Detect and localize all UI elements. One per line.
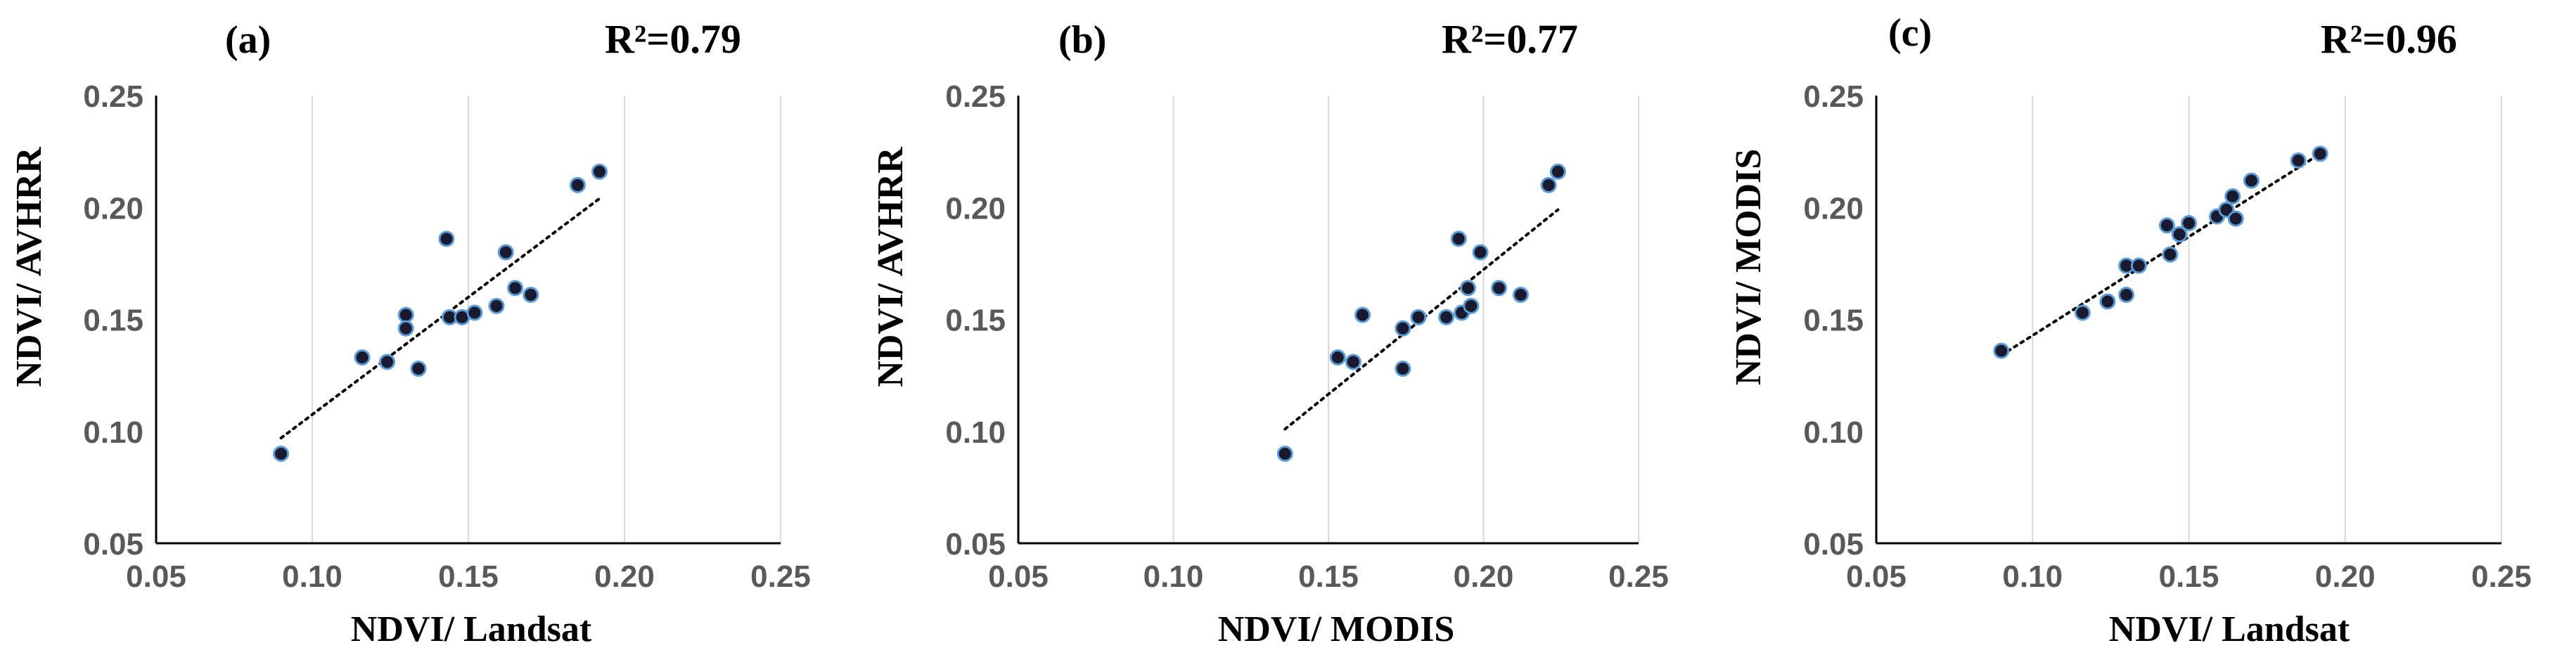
data-point bbox=[1993, 342, 2010, 359]
x-axis-title: NDVI/ MODIS bbox=[1218, 609, 1455, 649]
data-point bbox=[507, 280, 524, 297]
x-tick-label: 0.15 bbox=[2159, 559, 2219, 594]
x-tick-label: 0.05 bbox=[988, 559, 1049, 594]
data-point bbox=[1472, 244, 1489, 261]
plot-area: 0.05 0.10 0.15 0.20 0.25 0.05 0.10 0.15 0.20 0.25 bbox=[945, 79, 1668, 594]
x-tick-label: 0.15 bbox=[1298, 559, 1359, 594]
data-point bbox=[1450, 231, 1467, 247]
data-point bbox=[2099, 293, 2116, 310]
data-point bbox=[2130, 257, 2147, 274]
data-point bbox=[2118, 286, 2135, 303]
trend-line bbox=[279, 197, 601, 440]
panel-label: (c) bbox=[1888, 11, 1932, 55]
y-axis-title: NDVI/ MODIS bbox=[1729, 149, 1769, 386]
data-point bbox=[2171, 226, 2188, 242]
chart-panel-c: (c) R²=0.96 NDVI/ MODIS NDVI/ Landsat 0.… bbox=[1729, 11, 2532, 649]
x-tick-label: 0.05 bbox=[1846, 559, 1907, 594]
data-point bbox=[2243, 172, 2260, 189]
r-squared-label: R²=0.77 bbox=[1442, 16, 1578, 62]
y-tick-label: 0.20 bbox=[1803, 191, 1864, 226]
x-tick-label: 0.25 bbox=[1608, 559, 1669, 594]
data-point bbox=[1345, 354, 1361, 370]
x-tick-label: 0.10 bbox=[1143, 559, 1204, 594]
x-tick-label: 0.10 bbox=[282, 559, 342, 594]
data-point bbox=[1463, 297, 1480, 314]
x-tick-label: 0.15 bbox=[438, 559, 499, 594]
data-point bbox=[1491, 280, 1508, 297]
y-tick-label: 0.25 bbox=[83, 79, 143, 114]
x-tick-label: 0.20 bbox=[1454, 559, 1514, 594]
data-point bbox=[397, 320, 414, 337]
data-point bbox=[438, 231, 455, 247]
y-axis-title: NDVI/ AVHRR bbox=[871, 146, 911, 387]
y-tick-label: 0.20 bbox=[945, 191, 1006, 226]
y-axis-title: NDVI/ AVHRR bbox=[9, 146, 49, 387]
y-tick-label: 0.25 bbox=[945, 79, 1006, 114]
x-tick-label: 0.25 bbox=[2471, 559, 2532, 594]
data-point bbox=[1549, 163, 1566, 180]
data-point bbox=[397, 306, 414, 323]
r-squared-label: R²=0.79 bbox=[605, 16, 741, 62]
y-tick-label: 0.05 bbox=[1803, 527, 1864, 562]
data-point bbox=[379, 354, 396, 370]
x-tick-label: 0.20 bbox=[594, 559, 655, 594]
data-point bbox=[2227, 210, 2244, 227]
data-point bbox=[410, 361, 427, 377]
data-point bbox=[1540, 176, 1557, 193]
data-point bbox=[1329, 349, 1346, 366]
y-tick-label: 0.15 bbox=[945, 304, 1006, 338]
plot-area: 0.05 0.10 0.15 0.20 0.25 0.05 0.10 0.15 0.20 0.25 bbox=[1803, 79, 2531, 594]
y-tick-label: 0.10 bbox=[1803, 415, 1864, 450]
data-point bbox=[569, 176, 586, 193]
data-point bbox=[523, 286, 539, 303]
data-point bbox=[497, 244, 514, 261]
data-point bbox=[2290, 152, 2307, 169]
y-tick-label: 0.10 bbox=[83, 415, 143, 450]
plot-area: 0.05 0.10 0.15 0.20 0.25 0.05 0.10 0.15 0.20 0.25 bbox=[83, 79, 810, 594]
y-tick-label: 0.05 bbox=[83, 527, 143, 562]
panel-label: (b) bbox=[1058, 18, 1106, 62]
x-axis-title: NDVI/ Landsat bbox=[2109, 609, 2350, 649]
y-tick-label: 0.10 bbox=[945, 415, 1006, 450]
data-point bbox=[1276, 446, 1293, 462]
data-point bbox=[2162, 246, 2179, 263]
x-tick-label: 0.20 bbox=[2315, 559, 2376, 594]
data-point bbox=[466, 304, 483, 321]
x-axis-title: NDVI/ Landsat bbox=[351, 609, 592, 649]
x-tick-label: 0.10 bbox=[2002, 559, 2063, 594]
data-point bbox=[591, 163, 608, 180]
data-point bbox=[1410, 309, 1427, 325]
chart-panel-b: (b) R²=0.77 NDVI/ AVHRR NDVI/ MODIS 0.05… bbox=[871, 16, 1669, 649]
r-squared-label: R²=0.96 bbox=[2321, 16, 2457, 62]
data-point bbox=[2158, 217, 2175, 234]
data-point bbox=[1438, 309, 1455, 325]
data-point bbox=[1354, 306, 1371, 323]
y-tick-label: 0.15 bbox=[83, 304, 143, 338]
y-tick-label: 0.15 bbox=[1803, 304, 1864, 338]
trend-line bbox=[1999, 152, 2322, 357]
y-tick-label: 0.20 bbox=[83, 191, 143, 226]
y-tick-label: 0.05 bbox=[945, 527, 1006, 562]
data-point bbox=[2074, 304, 2091, 321]
chart-panel-a: (a) R²=0.79 NDVI/ AVHRR NDVI/ Landsat 0.… bbox=[9, 16, 811, 649]
data-point bbox=[2181, 215, 2197, 232]
data-point bbox=[2224, 188, 2241, 205]
x-tick-label: 0.25 bbox=[750, 559, 811, 594]
data-point bbox=[1512, 286, 1529, 303]
data-point bbox=[273, 446, 290, 462]
panel-label: (a) bbox=[225, 18, 271, 62]
data-point bbox=[1395, 361, 1411, 377]
data-point bbox=[2312, 145, 2328, 162]
data-point bbox=[1459, 280, 1476, 297]
x-tick-label: 0.05 bbox=[126, 559, 186, 594]
data-point bbox=[488, 297, 505, 314]
y-tick-label: 0.25 bbox=[1803, 79, 1864, 114]
data-point bbox=[1395, 320, 1411, 337]
data-point bbox=[354, 349, 371, 366]
